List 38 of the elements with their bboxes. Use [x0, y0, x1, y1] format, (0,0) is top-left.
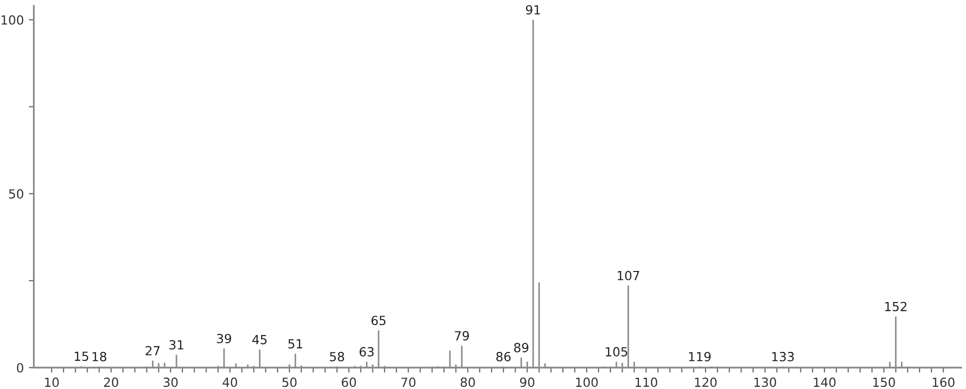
annotation: 107	[618, 270, 640, 280]
annotation: 65	[372, 316, 386, 326]
x-tick-label: 100	[576, 378, 598, 388]
annotation: 119	[689, 352, 711, 362]
y-tick-label: 50	[9, 189, 24, 199]
annotation: 58	[330, 352, 344, 362]
x-tick-label: 130	[754, 378, 776, 388]
x-tick-label: 140	[814, 378, 836, 388]
x-tick-label: 60	[342, 378, 356, 388]
x-tick-label: 150	[873, 378, 895, 388]
x-tick-label: 20	[104, 378, 118, 388]
annotation: 152	[885, 302, 906, 312]
annotation: 89	[514, 342, 528, 352]
annotation: 31	[169, 340, 184, 350]
annotation: 91	[526, 5, 540, 15]
x-tick-label: 80	[460, 378, 475, 388]
x-tick-label: 70	[401, 378, 416, 388]
x-tick-label: 30	[164, 378, 178, 388]
x-tick-label: 10	[45, 378, 59, 388]
annotation: 105	[606, 347, 628, 356]
annotation: 86	[496, 352, 511, 362]
y-tick-label: 0	[16, 363, 24, 373]
annotation: 39	[217, 334, 232, 344]
x-tick-label: 120	[694, 378, 717, 388]
y-tick-label: 100	[2, 15, 24, 25]
x-tick-label: 110	[636, 378, 658, 388]
annotation: 15	[74, 352, 88, 362]
x-tick-label: 160	[932, 378, 954, 388]
annotation: 51	[288, 339, 302, 348]
annotation: 133	[772, 352, 794, 362]
annotation: 18	[92, 352, 106, 362]
annotation: 27	[146, 346, 160, 356]
annotation: 45	[252, 335, 267, 344]
annotation: 63	[360, 347, 374, 356]
x-tick-label: 90	[520, 378, 534, 388]
x-tick-label: 40	[222, 378, 238, 388]
annotation: 79	[454, 331, 469, 340]
x-tick-label: 50	[282, 378, 297, 388]
